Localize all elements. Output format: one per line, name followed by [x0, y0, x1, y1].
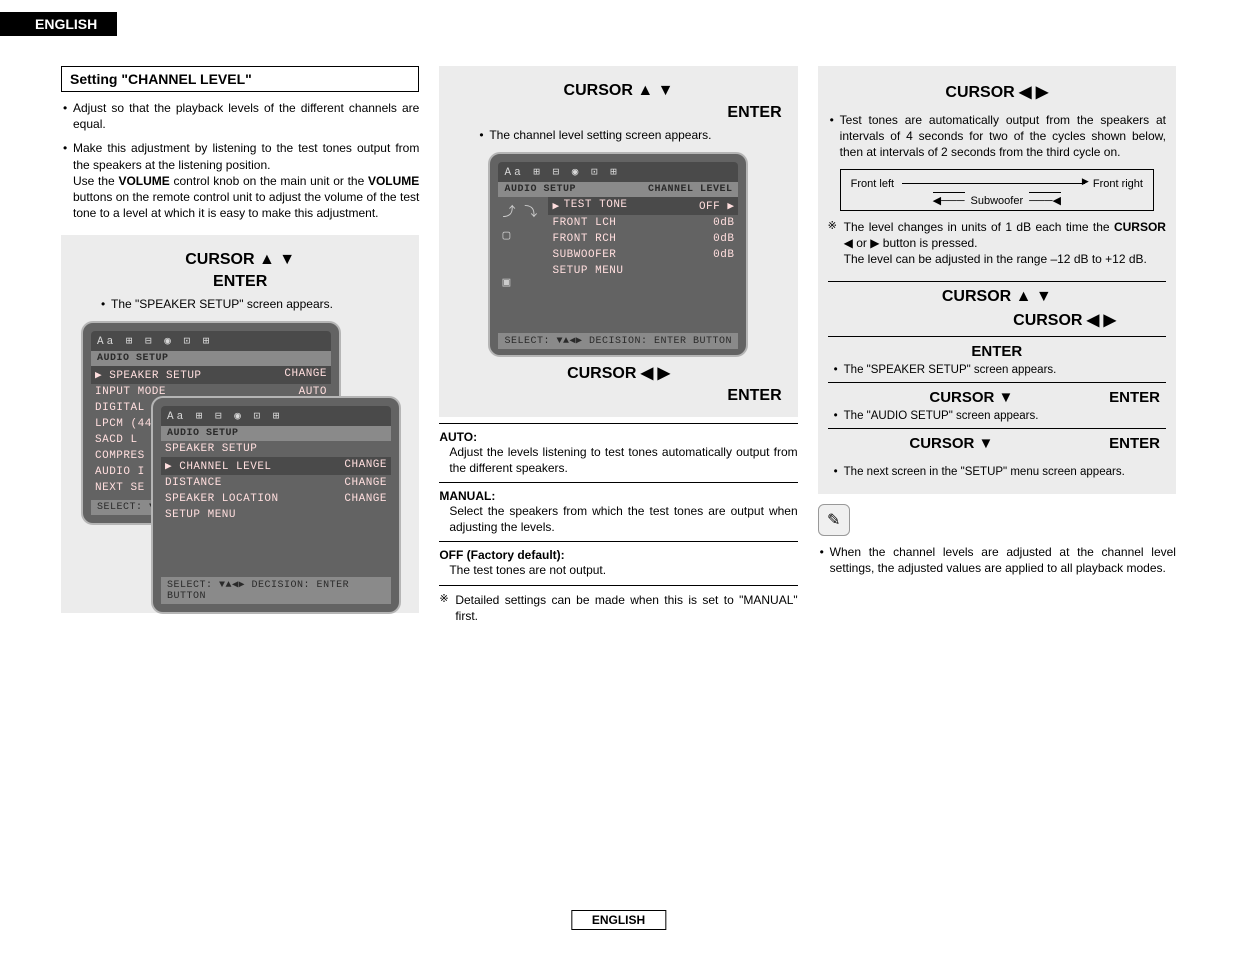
t: Use the: [73, 174, 118, 188]
osd-header: AUDIO SETUP: [91, 351, 331, 366]
osd-channel-level: Aa ⊞ ⊟ ◉ ⊡ ⊞ AUDIO SETUPCHANNEL LEVEL ⤴ …: [488, 152, 748, 357]
enter-label: ENTER: [71, 273, 409, 291]
cursor-up-down: CURSOR ▲ ▼: [449, 82, 787, 100]
flow-subwoofer: Subwoofer: [971, 195, 1024, 207]
osd-icons: Aa ⊞ ⊟ ◉ ⊡ ⊞: [498, 162, 738, 182]
t: ◀ or ▶ button is pressed.: [844, 236, 978, 250]
main-columns: Setting "CHANNEL LEVEL" Adjust so that t…: [61, 66, 1176, 624]
off-title: OFF (Factory default):: [439, 548, 797, 562]
enter-label: ENTER: [1109, 389, 1160, 406]
pencil-note: When the channel levels are adjusted at …: [818, 544, 1176, 576]
volume-word: VOLUME: [368, 174, 419, 188]
osd-sub: SPEAKER SETUP: [161, 441, 391, 457]
next-screen-appears: The next screen in the "SETUP" menu scre…: [832, 466, 1166, 478]
osd-row: SPEAKER LOCATIONCHANGE: [161, 491, 391, 507]
enter-label: ENTER: [1069, 435, 1160, 452]
t: buttons on the remote control unit to ad…: [73, 190, 419, 220]
section-title: Setting "CHANNEL LEVEL": [61, 66, 419, 92]
osd-speaker-setup: Aa ⊞ ⊟ ◉ ⊡ ⊞ AUDIO SETUP SPEAKER SETUP ▶…: [151, 396, 401, 614]
osd-header: AUDIO SETUPCHANNEL LEVEL: [498, 182, 738, 197]
enter-label: ENTER: [449, 104, 787, 122]
enter-label: ENTER: [834, 343, 1160, 360]
panel-1: CURSOR ▲ ▼ ENTER The "SPEAKER SETUP" scr…: [61, 235, 419, 613]
para-volume: Use the VOLUME control knob on the main …: [61, 173, 419, 222]
flow-diagram: Front left Front right ◀───Subwoofer───◀: [840, 169, 1154, 211]
cursor-left-right: CURSOR ◀ ▶: [828, 82, 1166, 102]
osd-row: FRONT RCH0dB: [548, 231, 738, 247]
column-3: CURSOR ◀ ▶ Test tones are automatically …: [818, 66, 1176, 624]
speaker-setup-appears: The "SPEAKER SETUP" screen appears.: [101, 297, 409, 311]
osd-row: SUBWOOFER0dB: [548, 247, 738, 263]
cursor-ud: CURSOR ▲ ▼: [828, 288, 1166, 306]
panel-3: CURSOR ◀ ▶ Test tones are automatically …: [818, 66, 1176, 494]
auto-body: Adjust the levels listening to test tone…: [439, 444, 797, 476]
cursor-down: CURSOR ▼: [834, 389, 1109, 406]
osd-row: ▶ SPEAKER SETUPCHANGE: [91, 366, 331, 384]
footer-language: ENGLISH: [571, 910, 666, 930]
osd-row: DISTANCECHANGE: [161, 475, 391, 491]
audio-setup-appears: The "AUDIO SETUP" screen appears.: [832, 410, 1166, 422]
osd-icons: Aa ⊞ ⊟ ◉ ⊡ ⊞: [91, 331, 331, 351]
cursor-up-down: CURSOR ▲ ▼: [71, 251, 409, 269]
flow-front-left: Front left: [851, 178, 894, 190]
speaker-setup-appears: The "SPEAKER SETUP" screen appears.: [832, 364, 1166, 376]
level-note: The level changes in units of 1 dB each …: [828, 219, 1166, 268]
manual-title: MANUAL:: [439, 489, 797, 503]
para-listen: Make this adjustment by listening to the…: [61, 140, 419, 172]
osd-footer: SELECT: ▼▲◀▶ DECISION: ENTER BUTTON: [161, 577, 391, 604]
cursor-left-right: CURSOR ◀ ▶: [449, 363, 787, 383]
channel-level-appears: The channel level setting screen appears…: [479, 128, 787, 142]
osd-row: ▶ CHANNEL LEVELCHANGE: [161, 457, 391, 475]
column-1: Setting "CHANNEL LEVEL" Adjust so that t…: [61, 66, 419, 624]
manual-body: Select the speakers from which the test …: [439, 503, 797, 535]
volume-word: VOLUME: [118, 174, 169, 188]
osd-footer: SELECT: ▼▲◀▶ DECISION: ENTER BUTTON: [498, 333, 738, 349]
osd-icons: Aa ⊞ ⊟ ◉ ⊡ ⊞: [161, 406, 391, 426]
enter-label: ENTER: [449, 387, 787, 405]
column-2: CURSOR ▲ ▼ ENTER The channel level setti…: [439, 66, 797, 624]
language-tab: ENGLISH: [0, 12, 117, 36]
range-text: The level can be adjusted in the range –…: [844, 252, 1147, 266]
t: The level changes in units of 1 dB each …: [844, 220, 1114, 234]
cursor-word: CURSOR: [1114, 220, 1166, 234]
pencil-icon: ✎: [818, 504, 850, 536]
test-tone-para: Test tones are automatically output from…: [828, 112, 1166, 161]
flow-front-right: Front right: [1093, 178, 1143, 190]
t: control knob on the main unit or the: [170, 174, 368, 188]
auto-title: AUTO:: [439, 430, 797, 444]
panel-2: CURSOR ▲ ▼ ENTER The channel level setti…: [439, 66, 797, 417]
osd-header: AUDIO SETUP: [161, 426, 391, 441]
osd-row: FRONT LCH0dB: [548, 215, 738, 231]
osd-stack: Aa ⊞ ⊟ ◉ ⊡ ⊞ AUDIO SETUP ▶ SPEAKER SETUP…: [71, 321, 409, 601]
off-body: The test tones are not output.: [439, 562, 797, 578]
cursor-lr: CURSOR ◀ ▶: [828, 310, 1166, 330]
detail-note: Detailed settings can be made when this …: [439, 592, 797, 624]
osd-row: SETUP MENU: [548, 263, 738, 279]
cursor-down: CURSOR ▼: [834, 435, 1069, 452]
osd-row: ▶TEST TONEOFF ▶: [548, 197, 738, 215]
para-adjust: Adjust so that the playback levels of th…: [61, 100, 419, 132]
osd-row: SETUP MENU: [161, 507, 391, 523]
